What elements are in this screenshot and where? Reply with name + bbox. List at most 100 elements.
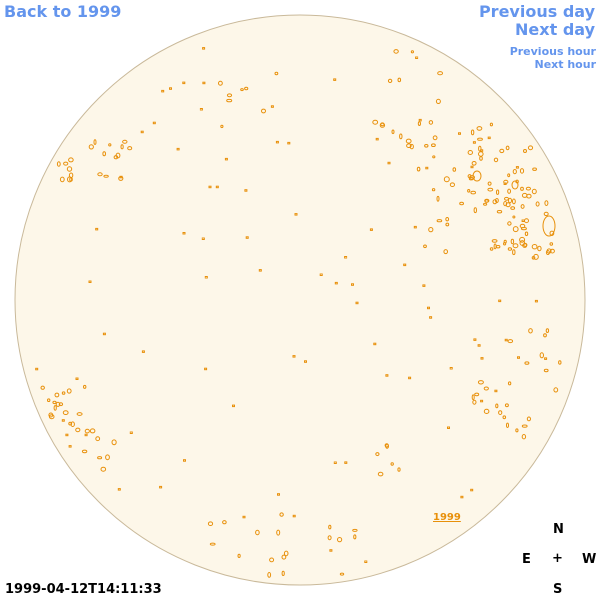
- contour-spot: [535, 201, 540, 207]
- contour-dot: [84, 433, 88, 437]
- contour-dot: [183, 459, 186, 462]
- contour-dot: [334, 281, 338, 285]
- contour-spot: [531, 256, 536, 260]
- contour-dot: [215, 185, 219, 189]
- contour-dot: [385, 374, 389, 377]
- contour-dot: [244, 189, 248, 192]
- contour-dot: [429, 316, 433, 319]
- contour-spot: [261, 108, 266, 114]
- contour-spot: [410, 50, 414, 54]
- contour-spot: [484, 198, 490, 203]
- contour-dot: [375, 137, 379, 141]
- contour-dot: [447, 426, 450, 429]
- contour-spot: [471, 161, 477, 166]
- contour-spot: [519, 168, 525, 174]
- contour-spot: [88, 144, 94, 150]
- contour-dot: [287, 141, 291, 145]
- contour-spot: [495, 198, 499, 203]
- contour-spot: [47, 398, 51, 403]
- contour-spot: [58, 402, 64, 407]
- contour-dot: [182, 232, 186, 235]
- contour-dot: [403, 263, 407, 267]
- contour-spot: [539, 352, 544, 359]
- back-link[interactable]: Back to 1999: [4, 2, 122, 21]
- contour-spot: [553, 387, 559, 393]
- contour-dot: [65, 433, 69, 437]
- contour-spot: [512, 243, 519, 249]
- contour-dot: [161, 89, 165, 93]
- contour-spot: [492, 199, 498, 205]
- year-link[interactable]: 1999: [433, 512, 461, 523]
- contour-dot: [199, 108, 203, 111]
- contour-spot: [443, 249, 449, 255]
- previous-hour-link[interactable]: Previous hour: [509, 45, 596, 58]
- contour-spot: [543, 333, 547, 338]
- contour-spot: [510, 238, 515, 245]
- contour-spot: [279, 512, 284, 517]
- contour-dot: [333, 461, 337, 464]
- contour-dot: [169, 87, 172, 90]
- contour-spot: [417, 121, 421, 126]
- contour-dot: [473, 338, 477, 341]
- contour-spot: [545, 328, 550, 334]
- contour-spot: [543, 368, 549, 373]
- contour-spot: [69, 177, 73, 182]
- contour-spot: [522, 243, 528, 248]
- contour-spot: [76, 412, 83, 416]
- contour-dot: [427, 306, 430, 310]
- previous-day-link[interactable]: Previous day: [478, 2, 595, 21]
- contour-spot: [502, 415, 507, 420]
- contour-spot: [68, 157, 74, 163]
- contour-dot: [329, 549, 333, 552]
- contour-spot: [512, 215, 516, 219]
- contour-spot: [428, 120, 434, 125]
- contour-spot: [100, 466, 107, 472]
- contour-spot: [493, 243, 497, 250]
- contour-spot: [399, 133, 403, 140]
- contour-dot: [75, 377, 79, 380]
- contour-spot: [54, 392, 60, 398]
- contour-dot: [204, 276, 208, 279]
- contour-spot: [435, 98, 441, 105]
- contour-spot: [436, 219, 443, 223]
- contour-spot: [424, 144, 429, 148]
- contour-spot: [503, 242, 507, 246]
- contour-dot: [232, 404, 235, 408]
- contour-spot: [120, 144, 124, 150]
- contour-spot: [432, 135, 438, 141]
- contour-dot: [480, 149, 484, 152]
- contour-spot: [499, 148, 505, 154]
- contour-dot: [176, 147, 180, 151]
- contour-dot: [487, 136, 491, 140]
- contour-spot: [397, 467, 401, 472]
- contour-spot: [520, 186, 524, 191]
- contour-spot: [53, 405, 57, 411]
- contour-dot: [292, 514, 296, 518]
- contour-spot: [209, 542, 216, 546]
- contour-dot: [449, 367, 453, 370]
- contour-spot: [477, 137, 483, 141]
- contour-dot: [202, 47, 206, 50]
- contour-spot: [496, 189, 500, 195]
- contour-spot: [489, 247, 494, 251]
- contour-dot: [521, 219, 525, 222]
- contour-spot: [127, 146, 133, 151]
- contour-spot: [512, 169, 517, 175]
- contour-dot: [415, 56, 419, 59]
- compass-center: +: [552, 551, 563, 566]
- contour-spot: [558, 360, 562, 365]
- contour-spot: [524, 361, 530, 365]
- contour-spot: [498, 410, 503, 416]
- contour-spot: [113, 155, 119, 160]
- contour-spot: [512, 198, 516, 205]
- contour-spot: [519, 223, 526, 229]
- next-day-link[interactable]: Next day: [515, 20, 595, 39]
- contour-dot: [61, 419, 65, 422]
- next-hour-link[interactable]: Next hour: [534, 58, 597, 71]
- contour-spot: [506, 422, 509, 428]
- contour-spot: [62, 410, 69, 416]
- contour-spot: [526, 416, 532, 422]
- contour-spot: [111, 439, 117, 446]
- contour-dot: [408, 376, 412, 380]
